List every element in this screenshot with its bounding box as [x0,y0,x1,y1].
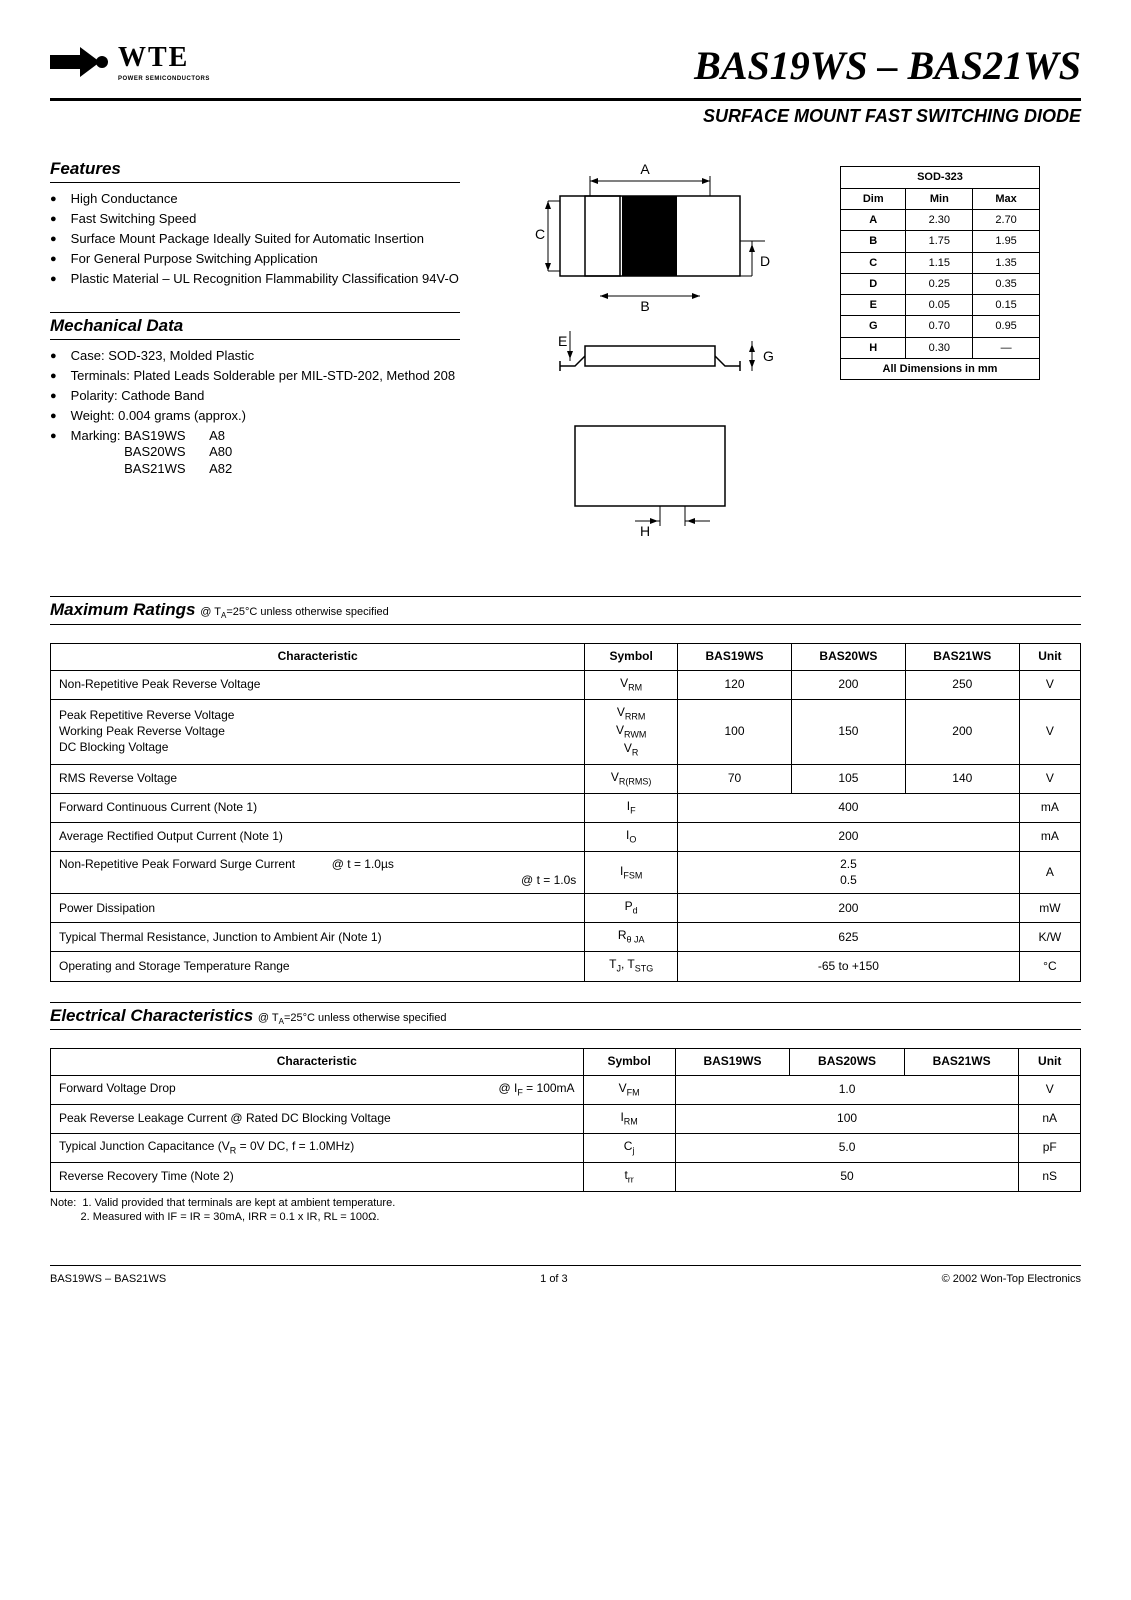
col-header: BAS21WS [904,1049,1019,1076]
dim-col-min: Min [906,188,973,209]
features-list: High Conductance Fast Switching Speed Surf… [50,191,460,287]
col-header: BAS20WS [790,1049,905,1076]
max-ratings-title: Maximum Ratings [50,600,195,619]
table-row: Peak Reverse Leakage Current @ Rated DC … [51,1104,1081,1133]
elec-char-heading: Electrical Characteristics @ TA=25°C unl… [50,1002,1081,1031]
table-row: Typical Thermal Resistance, Junction to … [51,923,1081,952]
col-header: BAS19WS [678,643,792,670]
footer-mid: 1 of 3 [540,1272,568,1286]
dim-row: G0.700.95 [841,316,1040,337]
table-row: Forward Continuous Current (Note 1)IF400… [51,793,1081,822]
dim-d-label: D [760,253,770,269]
table-row: Peak Repetitive Reverse VoltageWorking P… [51,699,1081,764]
col-header: Unit [1019,1049,1081,1076]
brand-tagline: POWER SEMICONDUCTORS [118,76,210,84]
notes: Note: 1. Valid provided that terminals a… [50,1196,1081,1225]
table-row: Operating and Storage Temperature RangeT… [51,952,1081,981]
header: WTE POWER SEMICONDUCTORS BAS19WS – BAS21… [50,40,1081,92]
feature-item: For General Purpose Switching Applicatio… [50,251,460,268]
logo-block: WTE POWER SEMICONDUCTORS [50,40,210,84]
dim-table-title: SOD-323 [841,167,1040,188]
dim-row: E0.050.15 [841,295,1040,316]
dim-e-label: E [558,333,567,349]
dim-c-label: C [535,226,545,242]
mechanical-item: Case: SOD-323, Molded Plastic [50,348,460,365]
dim-col-dim: Dim [841,188,906,209]
col-header: Symbol [583,1049,675,1076]
dim-row: A2.302.70 [841,209,1040,230]
page-title: BAS19WS – BAS21WS [694,40,1081,92]
dim-row: B1.751.95 [841,231,1040,252]
table-row: Power DissipationPd200mW [51,894,1081,923]
package-diagram: A B C D E G [490,156,810,576]
features-heading: Features [50,156,460,183]
col-header: BAS19WS [675,1049,790,1076]
feature-item: Surface Mount Package Ideally Suited for… [50,231,460,248]
mechanical-item: Terminals: Plated Leads Solderable per M… [50,368,460,385]
col-header: Characteristic [51,643,585,670]
mechanical-heading: Mechanical Data [50,312,460,340]
table-row: RMS Reverse VoltageVR(RMS)70105140V [51,764,1081,793]
dim-row: D0.250.35 [841,273,1040,294]
mechanical-item: Polarity: Cathode Band [50,388,460,405]
footer-left: BAS19WS – BAS21WS [50,1272,166,1286]
brand-name: WTE [118,40,210,76]
dim-table-footer: All Dimensions in mm [841,359,1040,380]
mechanical-list: Case: SOD-323, Molded Plastic Terminals: … [50,348,460,478]
footer-right: © 2002 Won-Top Electronics [942,1272,1081,1286]
dim-g-label: G [763,348,774,364]
table-row: Non-Repetitive Peak Reverse VoltageVRM12… [51,670,1081,699]
dim-b-label: B [640,298,649,314]
note-1: Note: 1. Valid provided that terminals a… [50,1196,1081,1210]
col-header: Symbol [585,643,678,670]
feature-item: High Conductance [50,191,460,208]
table-row: Forward Voltage Drop @ IF = 100mAVFM1.0V [51,1075,1081,1104]
col-header: BAS20WS [791,643,905,670]
page-footer: BAS19WS – BAS21WS 1 of 3 © 2002 Won-Top … [50,1265,1081,1286]
max-ratings-heading: Maximum Ratings @ TA=25°C unless otherwi… [50,596,1081,625]
elec-char-title: Electrical Characteristics [50,1006,253,1025]
feature-item: Plastic Material – UL Recognition Flamma… [50,271,460,288]
subtitle-bar: SURFACE MOUNT FAST SWITCHING DIODE [50,98,1081,128]
marking-item: Marking: BAS19WSA8BAS20WSA80BAS21WSA82 [50,428,460,479]
dim-a-label: A [640,161,650,177]
table-row: Reverse Recovery Time (Note 2)trr50nS [51,1162,1081,1191]
dimension-table: SOD-323 Dim Min Max A2.302.70B1.751.95C1… [840,166,1040,380]
page-subtitle: SURFACE MOUNT FAST SWITCHING DIODE [703,106,1081,126]
table-row: Typical Junction Capacitance (VR = 0V DC… [51,1133,1081,1162]
feature-item: Fast Switching Speed [50,211,460,228]
mechanical-item: Weight: 0.004 grams (approx.) [50,408,460,425]
elec-char-table: CharacteristicSymbolBAS19WSBAS20WSBAS21W… [50,1048,1081,1192]
note-2: 2. Measured with IF = IR = 30mA, IRR = 0… [50,1210,1081,1224]
col-header: Characteristic [51,1049,584,1076]
col-header: BAS21WS [905,643,1019,670]
dim-col-max: Max [973,188,1040,209]
table-row: Average Rectified Output Current (Note 1… [51,823,1081,852]
max-ratings-table: CharacteristicSymbolBAS19WSBAS20WSBAS21W… [50,643,1081,982]
col-header: Unit [1019,643,1080,670]
arrow-logo-icon [50,42,110,82]
dim-row: H0.30— [841,337,1040,358]
dim-h-label: H [640,523,650,539]
table-row: Non-Repetitive Peak Forward Surge Curren… [51,852,1081,894]
dim-row: C1.151.35 [841,252,1040,273]
